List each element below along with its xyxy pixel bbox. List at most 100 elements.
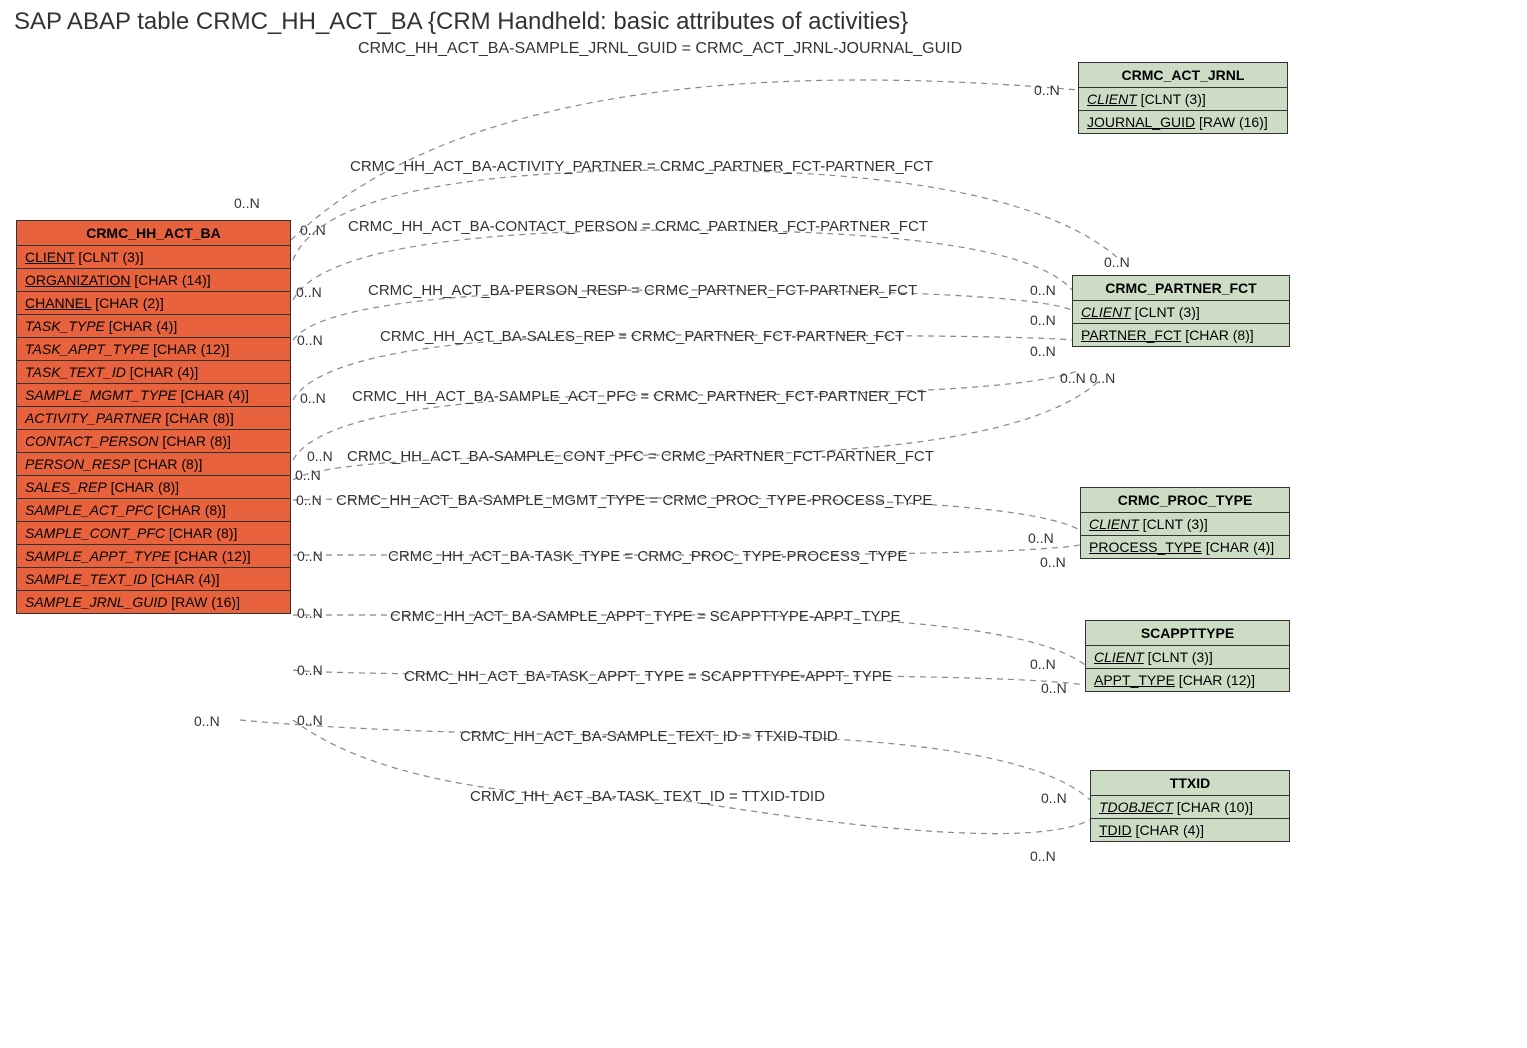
field-label: TDOBJECT [1099, 799, 1173, 815]
cardinality-label: 0..N [300, 390, 326, 406]
field-label: PERSON_RESP [25, 456, 130, 472]
table-CRMC_HH_ACT_BA: CRMC_HH_ACT_BACLIENT [CLNT (3)]ORGANIZAT… [16, 220, 291, 614]
table-CRMC_ACT_JRNL: CRMC_ACT_JRNLCLIENT [CLNT (3)]JOURNAL_GU… [1078, 62, 1288, 134]
field-type: [CHAR (4)] [126, 364, 198, 380]
field-type: [CLNT (3)] [1131, 304, 1200, 320]
table-row: CLIENT [CLNT (3)] [17, 246, 290, 269]
relation-label: CRMC_HH_ACT_BA-PERSON_RESP = CRMC_PARTNE… [368, 282, 917, 299]
field-label: CONTACT_PERSON [25, 433, 159, 449]
relation-label: CRMC_HH_ACT_BA-SALES_REP = CRMC_PARTNER_… [380, 328, 904, 345]
relation-label: CRMC_HH_ACT_BA-SAMPLE_MGMT_TYPE = CRMC_P… [336, 492, 932, 509]
field-type: [CHAR (2)] [91, 295, 163, 311]
table-row: SAMPLE_TEXT_ID [CHAR (4)] [17, 568, 290, 591]
field-label: SAMPLE_ACT_PFC [25, 502, 153, 518]
cardinality-label: 0..N [297, 332, 323, 348]
field-label: TASK_TEXT_ID [25, 364, 126, 380]
field-type: [RAW (16)] [1195, 114, 1268, 130]
cardinality-label: 0..N [1040, 554, 1066, 570]
table-row: PROCESS_TYPE [CHAR (4)] [1081, 536, 1289, 558]
field-type: [CHAR (10)] [1173, 799, 1253, 815]
page-title: SAP ABAP table CRMC_HH_ACT_BA {CRM Handh… [14, 8, 908, 36]
field-label: ORGANIZATION [25, 272, 131, 288]
field-type: [CHAR (8)] [159, 433, 231, 449]
field-label: SALES_REP [25, 479, 107, 495]
table-row: ACTIVITY_PARTNER [CHAR (8)] [17, 407, 290, 430]
cardinality-label: 0..N [297, 662, 323, 678]
field-label: PARTNER_FCT [1081, 327, 1181, 343]
table-TTXID: TTXIDTDOBJECT [CHAR (10)]TDID [CHAR (4)] [1090, 770, 1290, 842]
field-label: SAMPLE_APPT_TYPE [25, 548, 171, 564]
table-row: CONTACT_PERSON [CHAR (8)] [17, 430, 290, 453]
field-type: [CHAR (8)] [165, 525, 237, 541]
field-type: [CLNT (3)] [1144, 649, 1213, 665]
field-type: [CHAR (8)] [107, 479, 179, 495]
table-header: SCAPPTTYPE [1086, 621, 1289, 646]
cardinality-label: 0..N [1030, 848, 1056, 864]
table-row: SAMPLE_MGMT_TYPE [CHAR (4)] [17, 384, 290, 407]
field-type: [CHAR (12)] [149, 341, 229, 357]
field-type: [CHAR (4)] [177, 387, 249, 403]
table-header: CRMC_ACT_JRNL [1079, 63, 1287, 88]
relation-label: CRMC_HH_ACT_BA-ACTIVITY_PARTNER = CRMC_P… [350, 158, 933, 175]
field-type: [CHAR (4)] [105, 318, 177, 334]
cardinality-label: 0..N [1030, 656, 1056, 672]
cardinality-label: 0..N [1030, 343, 1056, 359]
table-header: CRMC_PROC_TYPE [1081, 488, 1289, 513]
cardinality-label: 0..N [296, 284, 322, 300]
field-label: APPT_TYPE [1094, 672, 1175, 688]
table-row: PARTNER_FCT [CHAR (8)] [1073, 324, 1289, 346]
table-header: CRMC_PARTNER_FCT [1073, 276, 1289, 301]
cardinality-label: 0..N [1041, 680, 1067, 696]
relation-label: CRMC_HH_ACT_BA-TASK_TEXT_ID = TTXID-TDID [470, 788, 825, 805]
cardinality-label: 0..N [1034, 82, 1060, 98]
field-label: CHANNEL [25, 295, 91, 311]
field-type: [CLNT (3)] [75, 249, 144, 265]
cardinality-label: 0..N [297, 712, 323, 728]
table-row: TASK_APPT_TYPE [CHAR (12)] [17, 338, 290, 361]
cardinality-label: 0..N [295, 467, 321, 483]
table-row: SAMPLE_JRNL_GUID [RAW (16)] [17, 591, 290, 613]
table-CRMC_PROC_TYPE: CRMC_PROC_TYPECLIENT [CLNT (3)]PROCESS_T… [1080, 487, 1290, 559]
relation-label: CRMC_HH_ACT_BA-TASK_APPT_TYPE = SCAPPTTY… [404, 668, 892, 685]
field-type: [CHAR (8)] [153, 502, 225, 518]
field-type: [CHAR (4)] [147, 571, 219, 587]
relation-label: CRMC_HH_ACT_BA-SAMPLE_ACT_PFC = CRMC_PAR… [352, 388, 926, 405]
cardinality-label: 0..N [1041, 790, 1067, 806]
cardinality-label: 0..N [194, 713, 220, 729]
cardinality-label: 0..N [300, 222, 326, 238]
field-label: SAMPLE_CONT_PFC [25, 525, 165, 541]
table-row: JOURNAL_GUID [RAW (16)] [1079, 111, 1287, 133]
field-label: CLIENT [1089, 516, 1139, 532]
cardinality-label: 0..N [1028, 530, 1054, 546]
table-row: APPT_TYPE [CHAR (12)] [1086, 669, 1289, 691]
table-row: TASK_TEXT_ID [CHAR (4)] [17, 361, 290, 384]
table-row: ORGANIZATION [CHAR (14)] [17, 269, 290, 292]
field-label: ACTIVITY_PARTNER [25, 410, 161, 426]
field-label: TDID [1099, 822, 1132, 838]
field-label: CLIENT [1081, 304, 1131, 320]
field-type: [CHAR (8)] [161, 410, 233, 426]
table-row: CLIENT [CLNT (3)] [1086, 646, 1289, 669]
connector-path [293, 370, 1080, 460]
cardinality-label: 0..N [1030, 282, 1056, 298]
relation-label: CRMC_HH_ACT_BA-SAMPLE_TEXT_ID = TTXID-TD… [460, 728, 838, 745]
table-row: CLIENT [CLNT (3)] [1073, 301, 1289, 324]
cardinality-label: 0..N [297, 548, 323, 564]
table-row: CLIENT [CLNT (3)] [1079, 88, 1287, 111]
cardinality-label: 0..N [307, 448, 333, 464]
relation-label: CRMC_HH_ACT_BA-SAMPLE_CONT_PFC = CRMC_PA… [347, 448, 934, 465]
table-row: SAMPLE_APPT_TYPE [CHAR (12)] [17, 545, 290, 568]
table-header: CRMC_HH_ACT_BA [17, 221, 290, 246]
field-type: [CHAR (8)] [130, 456, 202, 472]
table-SCAPPTTYPE: SCAPPTTYPECLIENT [CLNT (3)]APPT_TYPE [CH… [1085, 620, 1290, 692]
field-type: [CLNT (3)] [1137, 91, 1206, 107]
cardinality-label: 0..N [234, 195, 260, 211]
connector-path [293, 170, 1120, 260]
field-label: TASK_APPT_TYPE [25, 341, 149, 357]
field-type: [CHAR (12)] [1175, 672, 1255, 688]
field-type: [CHAR (12)] [171, 548, 251, 564]
field-label: CLIENT [25, 249, 75, 265]
cardinality-label: 0..N [1030, 312, 1056, 328]
table-row: SAMPLE_ACT_PFC [CHAR (8)] [17, 499, 290, 522]
relation-label: CRMC_HH_ACT_BA-SAMPLE_APPT_TYPE = SCAPPT… [390, 608, 901, 625]
